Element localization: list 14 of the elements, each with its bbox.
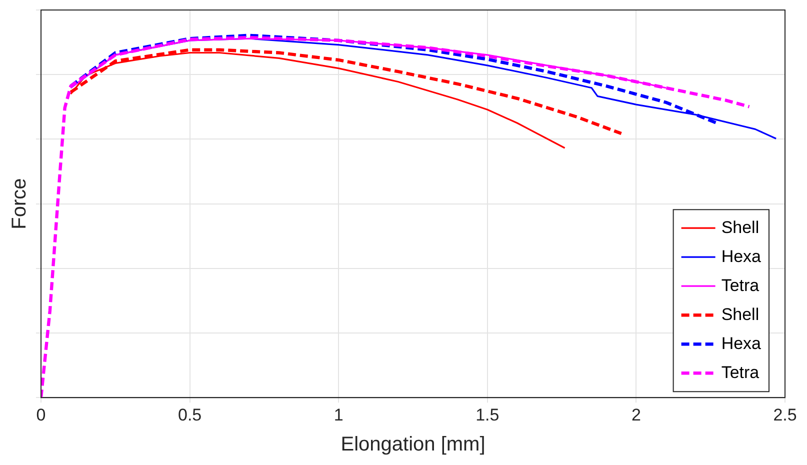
x-tick-label: 1: [334, 405, 344, 424]
legend-label: Hexa: [721, 246, 762, 266]
legend-label: Tetra: [721, 276, 760, 295]
legend-label: Shell: [721, 218, 760, 237]
x-tick-label: 2: [631, 405, 641, 424]
legend-label: Shell: [721, 304, 760, 324]
x-tick-label: 2.5: [773, 405, 797, 424]
legend-label: Hexa: [721, 334, 762, 353]
x-tick-label: 0.5: [178, 405, 202, 424]
x-tick-label: 0: [36, 405, 46, 424]
x-axis-title: Elongation [mm]: [340, 434, 486, 456]
y-axis-title: Force: [8, 178, 31, 230]
legend-label: Tetra: [721, 362, 760, 382]
x-tick-label: 1.5: [476, 405, 500, 424]
